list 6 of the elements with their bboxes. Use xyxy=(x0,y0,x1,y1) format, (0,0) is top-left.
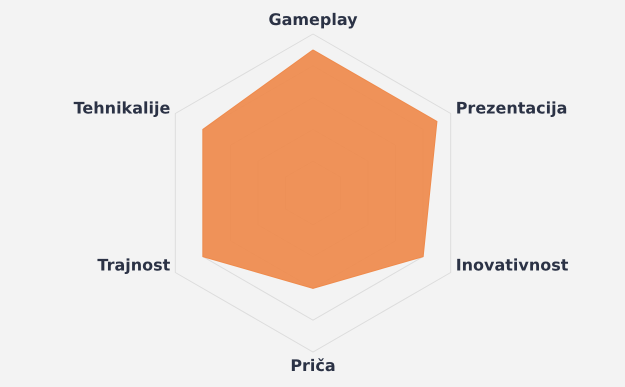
spoke-label: Tehnikalije xyxy=(74,98,170,118)
spoke-label: Priča xyxy=(290,356,336,375)
spoke-label: Trajnost xyxy=(97,256,171,274)
spoke-label: Inovativnost xyxy=(456,256,569,274)
spoke-label: Prezentacija xyxy=(456,98,568,118)
spoke-label: Gameplay xyxy=(268,10,358,29)
